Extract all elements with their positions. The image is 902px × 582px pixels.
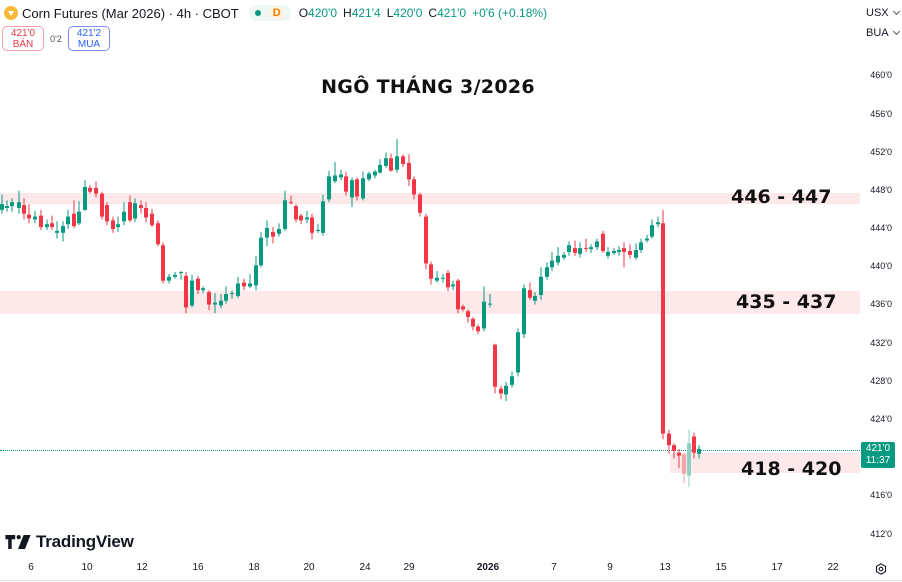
x-tick: 20 bbox=[303, 562, 315, 573]
change-value: +0'6 (+0.18%) bbox=[472, 6, 548, 20]
open-value: 420'0 bbox=[308, 6, 338, 20]
y-tick: 444'0 bbox=[870, 223, 892, 233]
x-tick: 7 bbox=[551, 562, 557, 573]
y-tick: 412'0 bbox=[870, 529, 892, 539]
y-tick: 456'0 bbox=[870, 109, 892, 119]
settings-gear-icon[interactable] bbox=[875, 563, 887, 575]
buy-button[interactable]: 421'2 MUA bbox=[68, 26, 110, 51]
high-label: H bbox=[343, 6, 352, 20]
sell-button[interactable]: 421'0 BÁN bbox=[2, 26, 44, 51]
last-price-value: 421'0 bbox=[865, 443, 891, 454]
unit-dropdown[interactable]: BUA bbox=[866, 27, 899, 39]
close-value: 421'0 bbox=[437, 6, 467, 20]
x-tick: 10 bbox=[81, 562, 93, 573]
trade-buttons: 421'0 BÁN 0'2 421'2 MUA bbox=[2, 26, 110, 51]
last-price-tag: 421'0 11:37 bbox=[861, 442, 895, 468]
unit-dropdown-label: BUA bbox=[866, 27, 889, 39]
x-tick: 6 bbox=[28, 562, 34, 573]
tradingview-logo-text: TradingView bbox=[36, 532, 134, 551]
price-scale-controls: USX BUA bbox=[860, 0, 902, 46]
y-tick: 452'0 bbox=[870, 147, 892, 157]
zone-label-418-420: 418 - 420 bbox=[741, 458, 842, 480]
x-tick: 12 bbox=[136, 562, 148, 573]
y-tick: 428'0 bbox=[870, 376, 892, 386]
sell-price: 421'0 bbox=[10, 27, 36, 39]
market-open-dot-icon bbox=[254, 10, 261, 16]
chart-title: NGÔ THÁNG 3/2026 bbox=[321, 76, 535, 98]
open-label: O bbox=[298, 6, 309, 20]
close-label: C bbox=[428, 6, 438, 20]
chart-header: Corn Futures (Mar 2026) · 4h · CBOT D O4… bbox=[0, 0, 860, 56]
time-axis[interactable]: 6 10 12 16 18 20 24 29 2026 7 9 13 15 17 22 bbox=[0, 556, 902, 582]
x-tick: 9 bbox=[607, 562, 613, 573]
x-tick: 22 bbox=[827, 562, 839, 573]
y-tick: 416'0 bbox=[870, 490, 892, 500]
tradingview-logo[interactable]: TradingView bbox=[5, 532, 134, 552]
zone-418-420 bbox=[670, 453, 860, 473]
low-value: 420'0 bbox=[393, 6, 423, 20]
currency-dropdown-label: USX bbox=[866, 7, 889, 19]
y-tick: 436'0 bbox=[870, 299, 892, 309]
y-tick: 460'0 bbox=[870, 70, 892, 80]
low-label: L bbox=[386, 6, 394, 20]
x-tick: 2026 bbox=[476, 562, 500, 573]
high-value: 421'4 bbox=[351, 6, 381, 20]
candlestick-series[interactable] bbox=[0, 0, 860, 556]
bottom-border bbox=[0, 580, 902, 581]
ohlc-values: O420'0 H421'4 L420'0 C421'0 +0'6 (+0.18%… bbox=[299, 6, 547, 20]
delayed-data-badge: D bbox=[268, 7, 285, 19]
buy-label: MUA bbox=[77, 38, 101, 50]
y-tick: 440'0 bbox=[870, 261, 892, 271]
symbol-title[interactable]: Corn Futures (Mar 2026) · 4h · CBOT bbox=[22, 5, 239, 21]
last-price-line bbox=[0, 450, 860, 451]
currency-dropdown[interactable]: USX bbox=[866, 7, 899, 19]
x-tick: 17 bbox=[771, 562, 783, 573]
y-tick: 448'0 bbox=[870, 185, 892, 195]
x-tick: 15 bbox=[715, 562, 727, 573]
sell-label: BÁN bbox=[12, 38, 34, 50]
tradingview-logo-icon bbox=[5, 535, 31, 549]
x-tick: 13 bbox=[659, 562, 671, 573]
y-tick: 424'0 bbox=[870, 414, 892, 424]
zone-label-435-437: 435 - 437 bbox=[736, 291, 837, 313]
spread-value: 0'2 bbox=[50, 33, 62, 44]
symbol-legend[interactable]: Corn Futures (Mar 2026) · 4h · CBOT D O4… bbox=[4, 4, 547, 22]
bar-countdown: 11:37 bbox=[865, 455, 891, 466]
symbol-logo-icon bbox=[4, 6, 18, 20]
y-tick: 432'0 bbox=[870, 338, 892, 348]
price-axis[interactable]: 460'0 456'0 452'0 448'0 444'0 440'0 436'… bbox=[862, 0, 902, 560]
market-status[interactable]: D bbox=[248, 5, 291, 21]
x-tick: 24 bbox=[359, 562, 371, 573]
x-tick: 18 bbox=[248, 562, 260, 573]
zone-446-447 bbox=[0, 193, 860, 204]
x-tick: 16 bbox=[192, 562, 204, 573]
x-tick: 29 bbox=[403, 562, 415, 573]
buy-price: 421'2 bbox=[76, 27, 102, 39]
zone-label-446-447: 446 - 447 bbox=[731, 186, 832, 208]
